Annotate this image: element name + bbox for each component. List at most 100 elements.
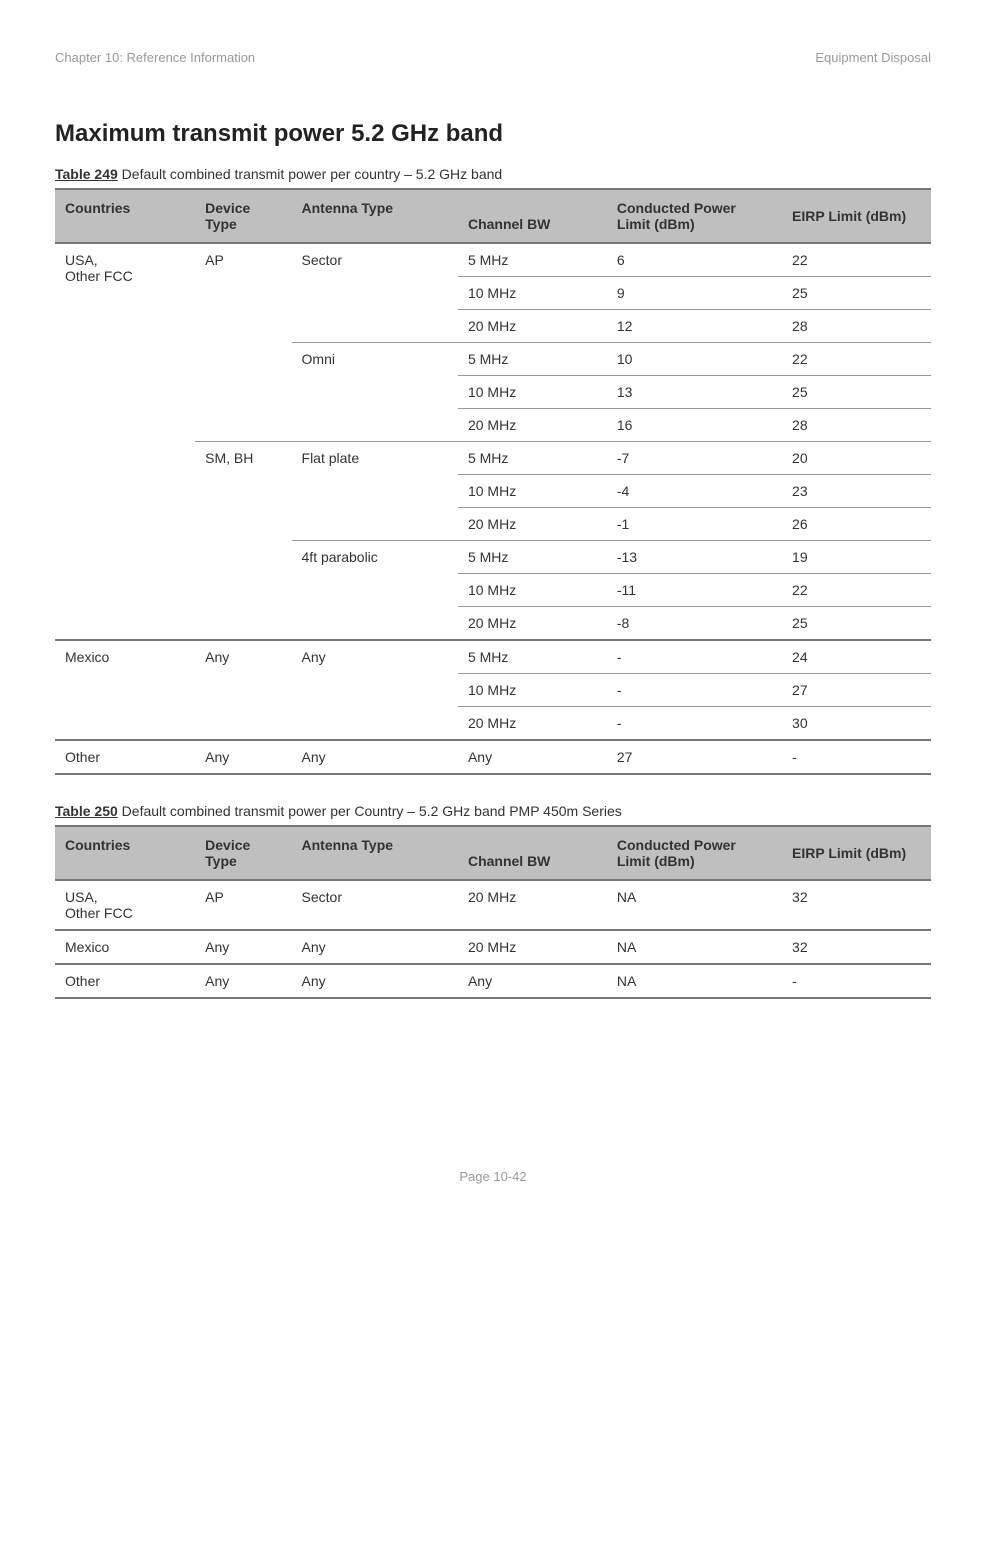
table249-label: Table 249 bbox=[55, 166, 118, 182]
cell-cond: 12 bbox=[607, 310, 782, 343]
table250-caption-rest: Default combined transmit power per Coun… bbox=[118, 803, 622, 819]
cell-bw: 20 MHz bbox=[458, 409, 607, 442]
cell-bw: 5 MHz bbox=[458, 640, 607, 674]
cell-antenna: Any bbox=[292, 930, 458, 964]
col-antenna: Antenna Type bbox=[292, 826, 458, 880]
cell-eirp: 22 bbox=[782, 343, 931, 376]
cell-bw: 10 MHz bbox=[458, 475, 607, 508]
cell-eirp: 30 bbox=[782, 707, 931, 741]
cell-cond: -1 bbox=[607, 508, 782, 541]
cell-bw: 20 MHz bbox=[458, 607, 607, 641]
section-title: Maximum transmit power 5.2 GHz band bbox=[55, 120, 931, 148]
table250-label: Table 250 bbox=[55, 803, 118, 819]
cell-countries: USA, Other FCC bbox=[55, 880, 195, 930]
cell-bw: Any bbox=[458, 740, 607, 774]
cell-eirp: 32 bbox=[782, 880, 931, 930]
cell-cond: 27 bbox=[607, 740, 782, 774]
cell-cond: - bbox=[607, 640, 782, 674]
col-countries: Countries bbox=[55, 826, 195, 880]
cell-bw: 5 MHz bbox=[458, 541, 607, 574]
col-eirp: EIRP Limit (dBm) bbox=[782, 826, 931, 880]
cell-eirp: 27 bbox=[782, 674, 931, 707]
cell-countries: USA, Other FCC bbox=[55, 243, 195, 640]
col-countries: Countries bbox=[55, 189, 195, 243]
cell-bw: 10 MHz bbox=[458, 376, 607, 409]
cell-countries: Mexico bbox=[55, 930, 195, 964]
cell-bw: 5 MHz bbox=[458, 442, 607, 475]
cell-bw: 20 MHz bbox=[458, 508, 607, 541]
cell-cond: 10 bbox=[607, 343, 782, 376]
cell-countries: Mexico bbox=[55, 640, 195, 740]
cell-bw: 20 MHz bbox=[458, 880, 607, 930]
cell-bw: 10 MHz bbox=[458, 277, 607, 310]
cell-bw: 20 MHz bbox=[458, 707, 607, 741]
page-footer: Page 10-42 bbox=[55, 1169, 931, 1184]
cell-antenna: Omni bbox=[292, 343, 458, 442]
cell-device: AP bbox=[195, 880, 291, 930]
col-antenna: Antenna Type bbox=[292, 189, 458, 243]
table250: Countries Device Type Antenna Type Chann… bbox=[55, 825, 931, 999]
cell-cond: -11 bbox=[607, 574, 782, 607]
col-device: Device Type bbox=[195, 189, 291, 243]
cell-eirp: 22 bbox=[782, 243, 931, 277]
table-row: USA, Other FCC AP Sector 5 MHz 6 22 bbox=[55, 243, 931, 277]
table249: Countries Device Type Antenna Type Chann… bbox=[55, 188, 931, 775]
header-left: Chapter 10: Reference Information bbox=[55, 50, 255, 65]
cell-cond: - bbox=[607, 674, 782, 707]
table249-caption: Table 249 Default combined transmit powe… bbox=[55, 166, 931, 182]
cell-cond: -7 bbox=[607, 442, 782, 475]
cell-bw: 10 MHz bbox=[458, 574, 607, 607]
cell-cond: NA bbox=[607, 930, 782, 964]
cell-cond: -13 bbox=[607, 541, 782, 574]
cell-bw: 5 MHz bbox=[458, 243, 607, 277]
cell-bw: 10 MHz bbox=[458, 674, 607, 707]
table-row: Other Any Any Any NA - bbox=[55, 964, 931, 998]
cell-eirp: 25 bbox=[782, 607, 931, 641]
cell-device: Any bbox=[195, 930, 291, 964]
cell-countries: Other bbox=[55, 740, 195, 774]
cell-eirp: 25 bbox=[782, 277, 931, 310]
cell-antenna: Sector bbox=[292, 880, 458, 930]
cell-bw: 20 MHz bbox=[458, 310, 607, 343]
cell-cond: 9 bbox=[607, 277, 782, 310]
table250-caption: Table 250 Default combined transmit powe… bbox=[55, 803, 931, 819]
cell-eirp: - bbox=[782, 740, 931, 774]
cell-device: SM, BH bbox=[195, 442, 291, 641]
cell-eirp: 20 bbox=[782, 442, 931, 475]
col-cond: Conducted Power Limit (dBm) bbox=[607, 189, 782, 243]
cell-antenna: Any bbox=[292, 740, 458, 774]
cell-cond: 16 bbox=[607, 409, 782, 442]
cell-eirp: 25 bbox=[782, 376, 931, 409]
cell-device: Any bbox=[195, 740, 291, 774]
cell-cond: NA bbox=[607, 964, 782, 998]
cell-bw: 5 MHz bbox=[458, 343, 607, 376]
cell-eirp: 24 bbox=[782, 640, 931, 674]
col-bw: Channel BW bbox=[458, 826, 607, 880]
cell-cond: - bbox=[607, 707, 782, 741]
cell-eirp: 32 bbox=[782, 930, 931, 964]
cell-antenna: Any bbox=[292, 640, 458, 740]
cell-cond: -4 bbox=[607, 475, 782, 508]
table-row: Mexico Any Any 20 MHz NA 32 bbox=[55, 930, 931, 964]
cell-antenna: Flat plate bbox=[292, 442, 458, 541]
table-row: USA, Other FCC AP Sector 20 MHz NA 32 bbox=[55, 880, 931, 930]
cell-bw: 20 MHz bbox=[458, 930, 607, 964]
header-right: Equipment Disposal bbox=[815, 50, 931, 65]
table249-caption-rest: Default combined transmit power per coun… bbox=[118, 166, 502, 182]
col-cond: Conducted Power Limit (dBm) bbox=[607, 826, 782, 880]
cell-eirp: 28 bbox=[782, 409, 931, 442]
table-row: Mexico Any Any 5 MHz - 24 bbox=[55, 640, 931, 674]
cell-eirp: 26 bbox=[782, 508, 931, 541]
col-bw: Channel BW bbox=[458, 189, 607, 243]
table250-header-row: Countries Device Type Antenna Type Chann… bbox=[55, 826, 931, 880]
cell-cond: NA bbox=[607, 880, 782, 930]
cell-eirp: - bbox=[782, 964, 931, 998]
cell-cond: 13 bbox=[607, 376, 782, 409]
cell-countries: Other bbox=[55, 964, 195, 998]
cell-device: Any bbox=[195, 964, 291, 998]
cell-device: AP bbox=[195, 243, 291, 442]
cell-antenna: 4ft parabolic bbox=[292, 541, 458, 641]
cell-cond: -8 bbox=[607, 607, 782, 641]
cell-device: Any bbox=[195, 640, 291, 740]
cell-eirp: 23 bbox=[782, 475, 931, 508]
